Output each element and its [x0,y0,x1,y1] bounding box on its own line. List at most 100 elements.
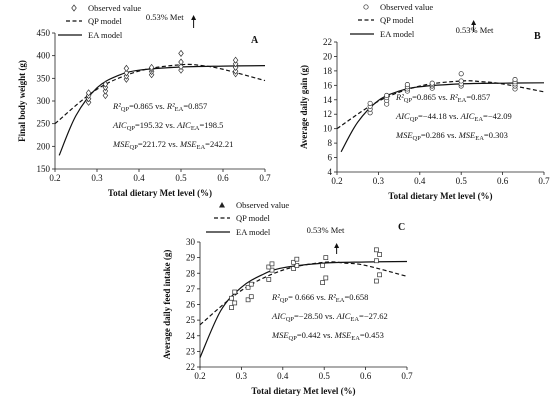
legend-ea: EA model [88,30,123,40]
observed-point [232,63,239,72]
y-tick-label: 12 [323,109,332,119]
stat-b: AIC [336,311,351,321]
x-tick-label: 0.5 [175,173,187,183]
legend-observed: Observed value [236,200,289,210]
stat-asub: QP [286,316,295,323]
observed-point [85,98,92,106]
y-tick-label: 450 [37,28,51,38]
y-tick-label: 300 [37,96,51,106]
observed-point [123,64,130,72]
stat-bsub: EA [196,144,205,151]
legend-ea: EA model [380,29,415,39]
y-axis-title: Average daily feed intake (g) [162,250,172,360]
stat-a: R² [271,292,280,302]
stat-mid: =221.72 vs. [138,139,180,149]
panel-B: 0.2 0.3 0.4 0.5 0.6 0.7 4 6 8 10 12 14 16 18 20 22 Total… [299,2,550,201]
observed-point [232,67,239,75]
observed-point [266,277,272,282]
legend: Observed value QP model EA model [58,3,141,40]
observed-point [374,258,379,264]
panel-C: 0.2 0.3 0.4 0.5 0.6 0.7 22 23 24 25 26 27 28 29 30 Tota… [162,200,413,396]
stat-end: =−27.62 [359,311,388,321]
observed-point [71,4,77,12]
y-tick-label: 14 [323,95,333,105]
y-tick-label: 20 [323,51,333,61]
y-tick-label: 150 [37,164,51,174]
stat-mid: = 0.666 vs. [288,292,328,302]
legend-qp: QP model [380,15,415,25]
x-tick-label: 0.2 [49,173,60,183]
y-tick-label: 18 [323,66,333,76]
observed-point [269,267,275,273]
observed-point [232,300,238,306]
x-tick-label: 0.2 [194,371,205,381]
x-tick-label: 0.6 [497,176,509,186]
model-stat-line: R²QP=0.865 vs. R²EA=0.857 [395,92,490,104]
observed-point [512,77,518,83]
observed-point [291,266,296,271]
stat-b: AIC [460,111,475,121]
model-stat-line: MSEQP=221.72 vs. MSEEA=242.21 [112,139,233,151]
observed-point [219,202,225,208]
stat-b: R² [449,92,458,102]
x-tick-label: 0.7 [538,176,550,186]
model-stat-line: MSEQP=0.286 vs. MSEEA=0.303 [395,130,508,142]
stat-asub: QP [413,135,422,142]
model-stat-line: AICQP=−28.50 vs. AICEA=−27.62 [271,311,388,323]
y-tick-label: 4 [328,167,333,177]
observed-point [363,4,369,10]
x-tick-label: 0.6 [217,173,229,183]
stat-mid: =0.865 vs. [412,92,450,102]
stat-asub: QP [404,97,413,104]
observed-point [123,69,130,77]
y-tick-label: 29 [186,253,196,263]
observed-point [294,263,300,268]
observed-point [377,272,382,278]
y-tick-label: 16 [323,80,333,90]
stat-b: AIC [176,120,191,130]
stat-end: =0.857 [466,92,490,102]
stat-end: =198.5 [200,120,224,130]
stat-b: MSE [179,139,197,149]
x-tick-label: 0.4 [277,371,289,381]
observed-point [384,92,390,98]
panel-letter: B [534,31,541,42]
stat-asub: QP [289,335,298,342]
panel-letter: C [398,222,405,233]
y-tick-label: 22 [186,362,195,372]
y-tick-label: 26 [186,300,196,310]
observed-point [178,62,184,71]
stat-asub: QP [130,144,139,151]
observed-point [102,80,109,88]
observed-point [367,100,373,106]
met-arrow-head [191,15,197,20]
observed-point [232,60,239,68]
stat-end: =0.453 [360,330,384,340]
observed-point [266,264,272,270]
observed-point [229,295,234,301]
stat-bsub: EA [191,125,200,132]
x-axis-title: Total dietary Met level (%) [251,386,355,396]
met-annotation: 0.53% Met [307,225,345,235]
stat-a: R² [112,101,121,111]
panel-letter: A [251,35,259,46]
stat-a: MSE [112,139,130,149]
observed-point [323,255,329,260]
stat-mid: =0.442 vs. [297,330,335,340]
met-annotation: 0.53% Met [146,12,184,22]
y-tick-label: 30 [186,237,196,247]
y-tick-label: 23 [186,346,196,356]
x-axis-title: Total dietary Met level (%) [108,188,212,198]
stat-a: AIC [271,311,286,321]
panel-A: 0.2 0.3 0.4 0.5 0.6 0.7 150 200 250 300 350 400 450 T… [17,3,271,198]
stat-bsub: EA [458,97,467,104]
stat-end: =242.21 [205,139,233,149]
observed-point [323,275,329,281]
observed-point [245,284,251,290]
y-tick-label: 200 [37,141,51,151]
stat-end: =0.857 [183,101,207,111]
observed-point [320,263,325,268]
stat-mid: =0.286 vs. [421,130,459,140]
model-stat-line: R²QP= 0.666 vs. R²EA=0.658 [271,292,368,304]
